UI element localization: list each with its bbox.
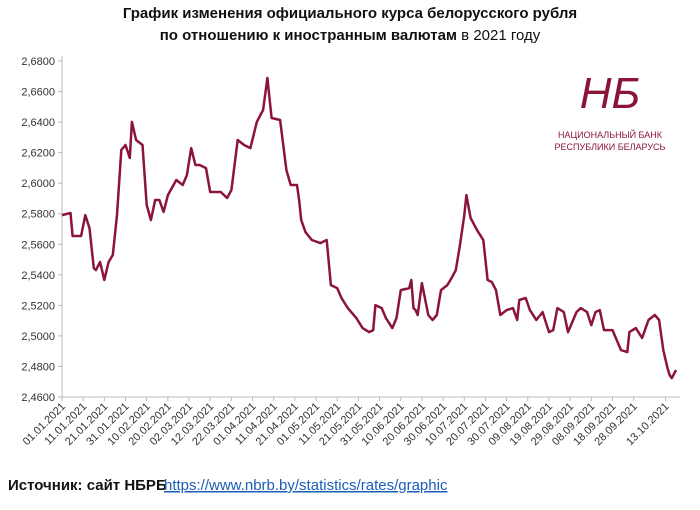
y-tick-label: 2,5600 [21,239,55,251]
logo: НБ НАЦИОНАЛЬНЫЙ БАНК РЕСПУБЛИКИ БЕЛАРУСЬ [555,69,666,152]
y-tick-label: 2,6800 [21,56,55,68]
logo-text: НАЦИОНАЛЬНЫЙ БАНК [558,129,663,140]
y-tick-label: 2,6400 [21,117,55,129]
y-tick-label: 2,6200 [21,148,55,160]
y-tick-label: 2,5800 [21,209,55,221]
logo-text: РЕСПУБЛИКИ БЕЛАРУСЬ [555,142,666,152]
source-link[interactable]: https://www.nbrb.by/statistics/rates/gra… [164,477,448,494]
chart-subtitle: по отношению к иностранным валютам в 202… [160,27,541,44]
y-tick-label: 2,6000 [21,178,55,190]
subtitle-rest: в 2021 году [457,27,541,44]
source-label: Источник: сайт НБРБ [8,477,167,494]
y-tick-label: 2,5400 [21,270,55,282]
y-tick-label: 2,5000 [21,331,55,343]
y-tick-label: 2,6600 [21,87,55,99]
y-tick-label: 2,5200 [21,300,55,312]
logo-mark: НБ [580,69,640,118]
line [61,76,678,380]
chart-title: График изменения официального курса бело… [123,5,577,22]
y-tick-label: 2,4600 [21,392,55,404]
subtitle-bold: по отношению к иностранным валютам [160,27,457,44]
y-tick-label: 2,4800 [21,361,55,373]
